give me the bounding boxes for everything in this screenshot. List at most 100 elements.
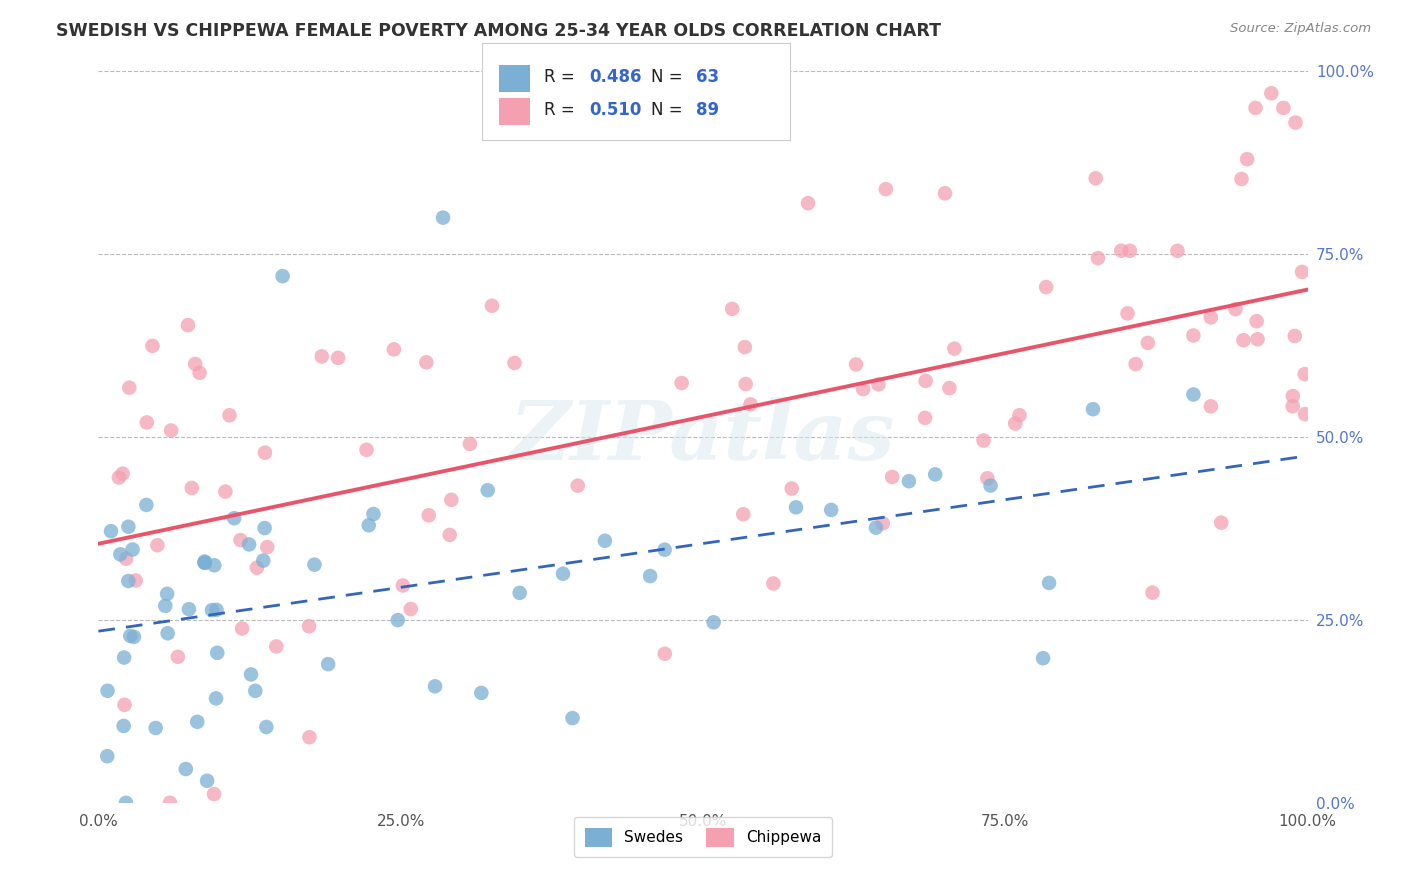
Point [1294, 367, 1316, 381]
Point [1282, 389, 1305, 403]
Point [509, 586, 531, 600]
Point [1291, 265, 1313, 279]
Point [229, 533, 252, 547]
Point [1182, 328, 1205, 343]
Point [266, 640, 288, 654]
Y-axis label: Female Poverty Among 25-34 Year Olds: Female Poverty Among 25-34 Year Olds [0, 286, 7, 588]
Point [439, 528, 461, 542]
Point [252, 553, 274, 567]
Point [671, 376, 693, 390]
Point [980, 478, 1002, 492]
Point [253, 445, 276, 459]
Point [194, 555, 217, 569]
Point [177, 318, 200, 332]
Point [202, 558, 225, 573]
Point [865, 521, 887, 535]
Point [240, 667, 263, 681]
Point [1004, 417, 1026, 431]
Point [872, 516, 894, 531]
Point [193, 556, 215, 570]
Point [298, 619, 321, 633]
Point [156, 626, 179, 640]
Point [111, 467, 134, 481]
Point [135, 498, 157, 512]
Point [973, 434, 995, 448]
Point [117, 574, 139, 588]
Legend: Swedes, Chippewa: Swedes, Chippewa [574, 817, 832, 857]
Point [156, 587, 179, 601]
Point [177, 602, 200, 616]
Point [311, 350, 333, 364]
Point [117, 520, 139, 534]
Point [253, 521, 276, 535]
Text: N =: N = [651, 101, 688, 119]
Point [938, 381, 960, 395]
Point [363, 507, 385, 521]
Point [120, 629, 142, 643]
Point [882, 470, 904, 484]
Point [845, 358, 868, 372]
Point [316, 657, 339, 672]
Point [392, 578, 415, 592]
Point [326, 351, 349, 365]
Point [1035, 280, 1057, 294]
Point [1182, 387, 1205, 401]
Text: SWEDISH VS CHIPPEWA FEMALE POVERTY AMONG 25-34 YEAR OLDS CORRELATION CHART: SWEDISH VS CHIPPEWA FEMALE POVERTY AMONG… [56, 22, 941, 40]
Point [188, 366, 211, 380]
Point [734, 377, 756, 392]
Point [387, 613, 409, 627]
Point [110, 547, 132, 561]
Point [246, 560, 269, 574]
Point [1260, 87, 1282, 101]
Text: 0.486: 0.486 [589, 68, 641, 86]
Point [174, 762, 197, 776]
Point [160, 424, 183, 438]
Point [1232, 333, 1254, 347]
Point [194, 556, 217, 570]
Point [245, 683, 267, 698]
Point [1284, 329, 1306, 343]
Text: Source: ZipAtlas.com: Source: ZipAtlas.com [1230, 22, 1371, 36]
Point [976, 471, 998, 485]
Point [122, 630, 145, 644]
Point [924, 467, 946, 482]
Point [914, 410, 936, 425]
Point [780, 482, 803, 496]
Point [1032, 651, 1054, 665]
Point [114, 698, 136, 712]
Point [155, 599, 177, 613]
Text: 89: 89 [696, 101, 718, 119]
Point [1125, 357, 1147, 371]
Point [638, 569, 661, 583]
Point [356, 442, 378, 457]
Point [415, 355, 437, 369]
Point [943, 342, 966, 356]
Point [733, 507, 755, 521]
Text: R =: R = [544, 68, 581, 86]
Point [218, 409, 240, 423]
Text: R =: R = [544, 101, 581, 119]
Point [423, 679, 446, 693]
Point [551, 566, 574, 581]
Point [1225, 302, 1247, 317]
Point [166, 649, 188, 664]
Point [96, 749, 118, 764]
Point [124, 574, 146, 588]
Point [1211, 516, 1233, 530]
Point [1166, 244, 1188, 258]
Point [1246, 314, 1268, 328]
Point [207, 646, 229, 660]
Point [399, 602, 422, 616]
Point [1244, 101, 1267, 115]
Text: ZIPatlas: ZIPatlas [510, 397, 896, 477]
Point [298, 730, 321, 744]
Point [96, 683, 118, 698]
Point [561, 711, 583, 725]
Point [1199, 400, 1222, 414]
Point [797, 196, 820, 211]
Point [1272, 101, 1295, 115]
Point [503, 356, 526, 370]
Point [1038, 576, 1060, 591]
Point [186, 714, 208, 729]
Point [1246, 332, 1268, 346]
